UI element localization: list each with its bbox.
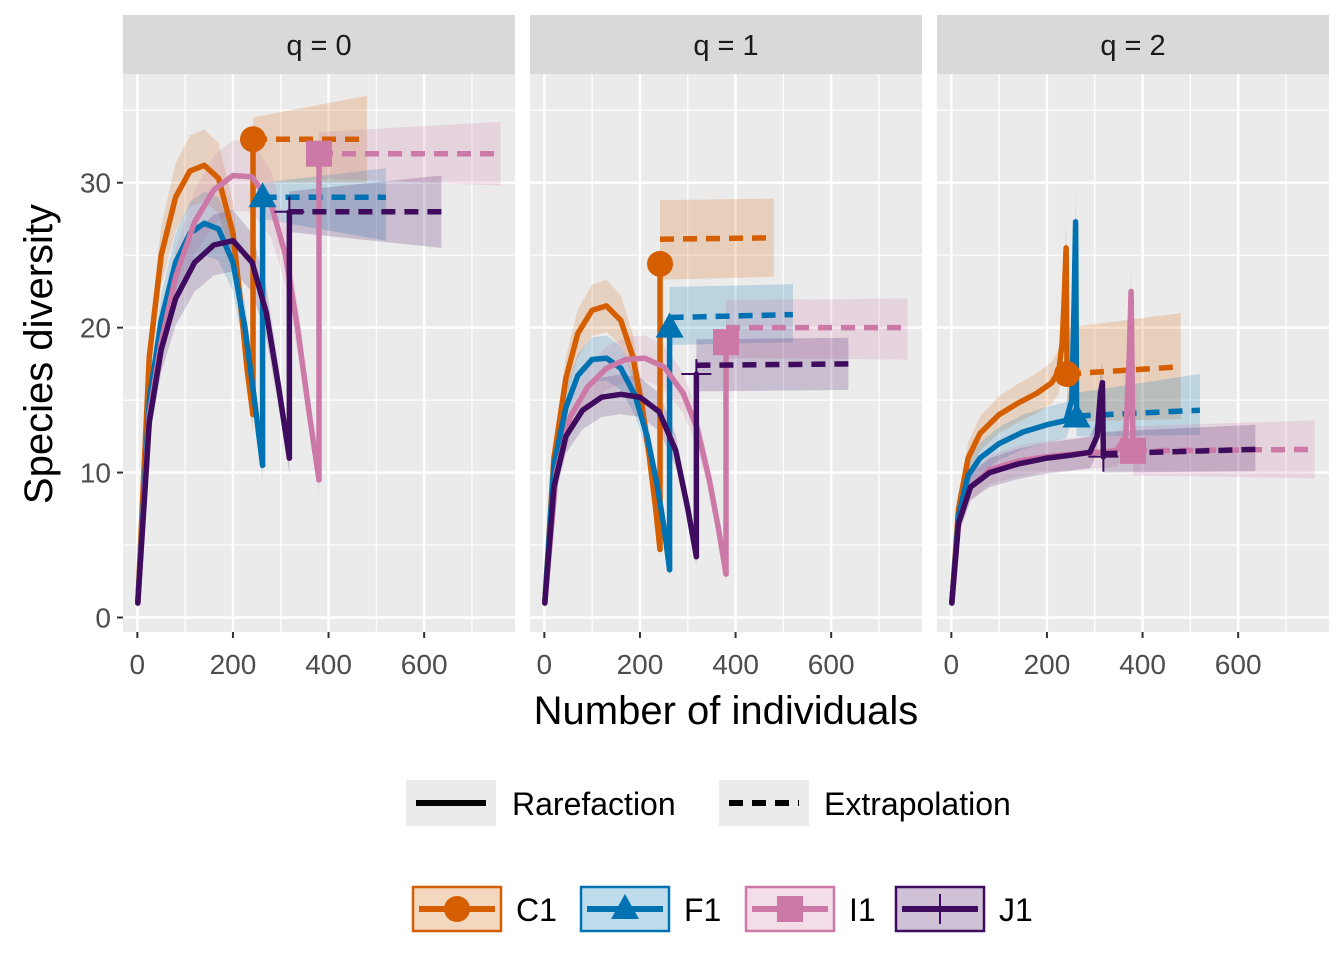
- ci-band-F1: [262, 168, 386, 241]
- ref-point-C1: [240, 126, 267, 153]
- y-tick-label: 10: [80, 458, 111, 489]
- ref-point-I1: [306, 140, 332, 167]
- legend-label-dashed: Extrapolation: [824, 786, 1011, 822]
- extrapolation-line-J1: [696, 361, 849, 369]
- strip-label: q = 1: [693, 30, 758, 62]
- panel-2: q = 1 0 200 400 600: [530, 15, 922, 680]
- legend-label-J1: J1: [999, 892, 1033, 928]
- ci-band-rarefaction-J1: [137, 209, 290, 609]
- x-tick-label: 200: [210, 649, 257, 680]
- ref-point-J1: [1088, 441, 1119, 472]
- ci-band-F1: [1076, 374, 1200, 437]
- ref-point-F1: [1062, 402, 1091, 428]
- x-tick-label: 600: [1215, 649, 1262, 680]
- x-tick-label: 400: [1119, 649, 1166, 680]
- legend-marker-F1: [611, 894, 639, 919]
- series-layer: [135, 95, 501, 609]
- x-tick-label: 200: [617, 649, 664, 680]
- ref-point-I1: [1120, 437, 1146, 464]
- rarefaction-line-I1: [542, 355, 729, 606]
- strip-label: q = 0: [286, 30, 351, 62]
- panel-3: q = 2 0 200 400 600: [937, 15, 1329, 680]
- strip-label: q = 2: [1100, 30, 1165, 62]
- x-tick-label: 0: [537, 649, 553, 680]
- x-tick-label: 200: [1024, 649, 1071, 680]
- extrapolation-line-F1: [1076, 407, 1201, 419]
- legend-label-C1: C1: [516, 892, 557, 928]
- y-tick-label: 0: [95, 603, 111, 634]
- legend-marker-J1: [925, 894, 955, 924]
- extrapolation-line-F1: [669, 311, 793, 321]
- strip: [123, 15, 515, 74]
- extrapolation-line-C1: [659, 235, 774, 242]
- rarefaction-line-J1: [949, 379, 1107, 606]
- panel-1: q = 0 0 200 400 600 0 10 20 30: [80, 15, 515, 680]
- legend-label-solid: Rarefaction: [512, 786, 676, 822]
- rarefaction-line-F1: [135, 220, 266, 606]
- rarefaction-line-F1: [949, 219, 1080, 606]
- y-tick-label: 20: [80, 313, 111, 344]
- ref-point-C1: [1054, 361, 1081, 388]
- x-tick-label: 600: [808, 649, 855, 680]
- ref-point-J1: [274, 196, 305, 227]
- rarefaction-line-C1: [542, 303, 663, 606]
- x-tick-label: 0: [130, 649, 146, 680]
- x-tick-label: 400: [712, 649, 759, 680]
- legend-label-I1: I1: [849, 892, 876, 928]
- ref-point-F1: [248, 182, 277, 208]
- ci-band-C1: [1067, 313, 1181, 422]
- series-layer: [542, 198, 908, 609]
- legend-site: C1 F1 I1 J1: [411, 885, 1033, 933]
- extrapolation-line-C1: [1066, 364, 1181, 377]
- ci-band-rarefaction-C1: [951, 217, 1068, 609]
- ref-point-J1: [681, 359, 712, 390]
- y-axis-title: Species diversity: [17, 204, 61, 504]
- x-tick-label: 400: [305, 649, 352, 680]
- rarefaction-line-J1: [542, 391, 700, 606]
- strip: [937, 15, 1329, 74]
- legend-marker-C1: [444, 896, 470, 922]
- y-tick-label: 30: [80, 168, 111, 199]
- legend-line-type: Rarefaction Extrapolation: [406, 780, 1011, 826]
- x-tick-label: 600: [401, 649, 448, 680]
- ci-band-I1: [319, 121, 501, 186]
- legend-label-F1: F1: [684, 892, 721, 928]
- x-tick-label: 0: [944, 649, 960, 680]
- legend-marker-I1: [777, 896, 803, 922]
- series-layer: [949, 189, 1315, 609]
- ref-point-I1: [713, 329, 739, 356]
- ref-point-C1: [647, 250, 674, 277]
- ci-band-rarefaction-J1: [951, 361, 1104, 609]
- strip: [530, 15, 922, 74]
- x-axis-title: Number of individuals: [534, 689, 919, 733]
- rarefaction-line-J1: [135, 237, 293, 606]
- ci-band-rarefaction-C1: [137, 129, 254, 609]
- rarefaction-line-C1: [949, 245, 1070, 606]
- ref-point-F1: [655, 312, 684, 338]
- grid: [937, 74, 1329, 632]
